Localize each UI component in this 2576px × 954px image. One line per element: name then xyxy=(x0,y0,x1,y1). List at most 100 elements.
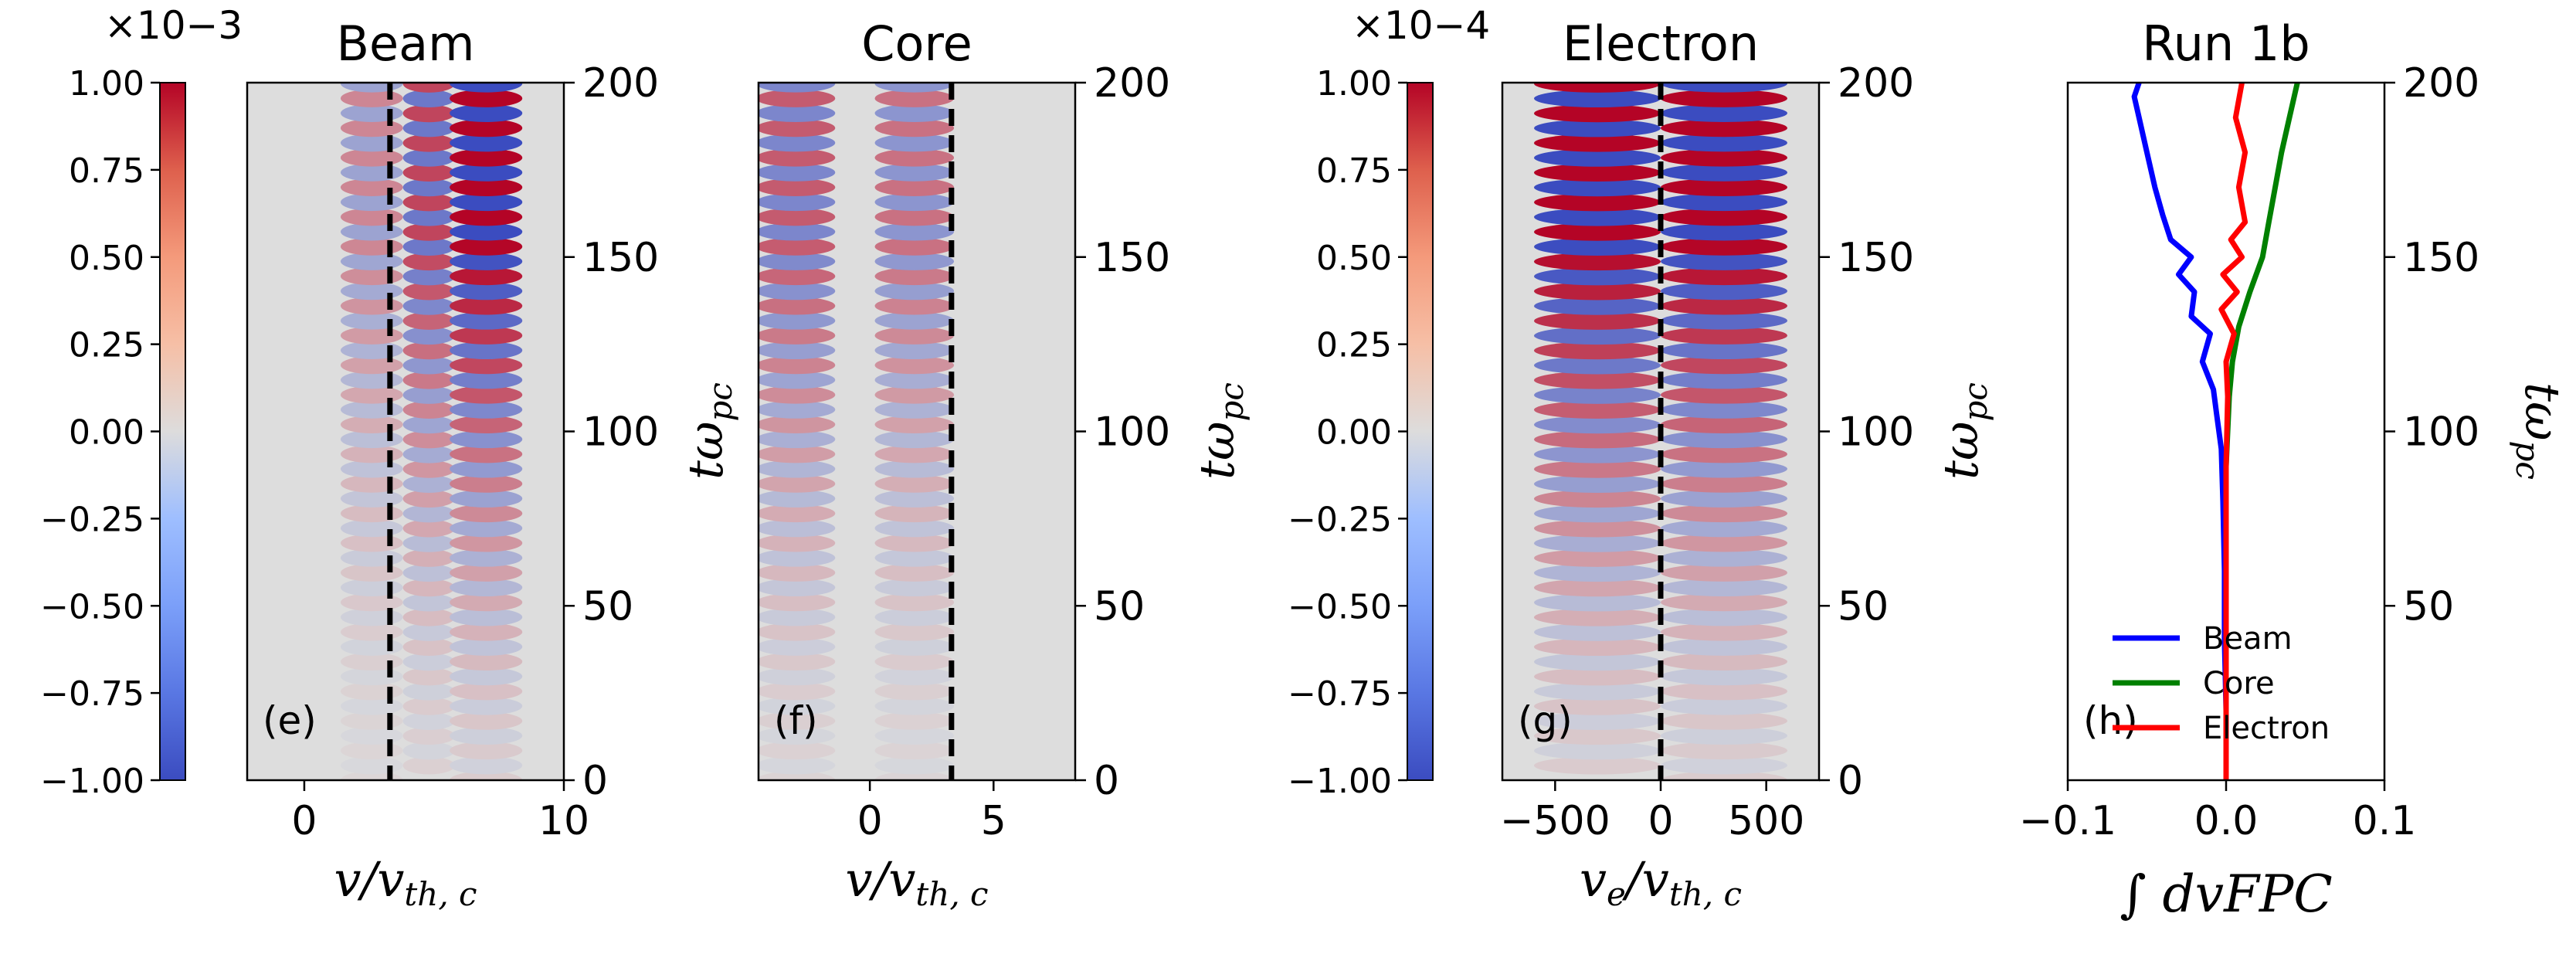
heatmap-cell xyxy=(1661,252,1787,270)
heatmap-cell xyxy=(402,504,455,523)
heatmap-cell xyxy=(450,237,523,256)
heatmap-cell xyxy=(1661,563,1787,582)
heatmap-cell xyxy=(1534,564,1661,582)
y-tick-label: 200 xyxy=(1094,60,1170,107)
y-tick-label: 0 xyxy=(582,758,608,804)
heatmap-cell xyxy=(402,638,455,657)
heatmap-cell xyxy=(874,623,955,641)
heatmap-cell xyxy=(450,208,523,226)
panel-g-electron: Electron (g) −500 0 500 0 50 100 150 200 ve/vt… xyxy=(1500,15,1994,913)
heatmap-cell xyxy=(1661,104,1787,123)
heatmap-cell xyxy=(1534,697,1661,715)
heatmap-cell xyxy=(1534,519,1661,538)
heatmap-cell xyxy=(874,208,955,226)
heatmap-cell xyxy=(402,282,455,300)
heatmap-cell xyxy=(1534,445,1661,463)
heatmap-cell xyxy=(450,326,523,345)
y-tick-label: 100 xyxy=(1094,409,1170,456)
heatmap-cell xyxy=(450,593,523,612)
heatmap-cell xyxy=(450,163,523,182)
heatmap-cell xyxy=(874,178,955,196)
heatmap-cell xyxy=(874,504,955,523)
heatmap-cell xyxy=(1534,208,1661,226)
heatmap-cell xyxy=(402,579,455,597)
heatmap-cell xyxy=(1534,163,1661,182)
heatmap-cell xyxy=(759,548,836,567)
heatmap-cell xyxy=(1534,341,1661,360)
colorbar-tick-label: 0.50 xyxy=(1316,239,1392,278)
heatmap-cell xyxy=(1534,608,1661,626)
heatmap-cell xyxy=(450,267,523,286)
heatmap-cell xyxy=(450,489,523,508)
heatmap-cell xyxy=(402,697,455,715)
colorbar-tick-label: −1.00 xyxy=(40,762,144,801)
heatmap-cell xyxy=(874,326,955,345)
x-tick-label: 0 xyxy=(291,798,317,844)
y-axis-ticks: 0 50 100 150 200 xyxy=(1075,60,1170,804)
heatmap-cell xyxy=(1661,193,1787,212)
heatmap-cell xyxy=(1661,400,1787,419)
y-tick-label: 200 xyxy=(2403,60,2479,107)
heatmap-cell xyxy=(450,341,523,360)
heatmap-cell xyxy=(450,104,523,123)
heatmap-cell xyxy=(759,237,836,256)
colorbar-exponent: ×10−4 xyxy=(1352,3,1490,48)
heatmap-cell xyxy=(1661,445,1787,463)
y-tick-label: 150 xyxy=(582,235,659,281)
heatmap-cell xyxy=(874,593,955,612)
panel-label: (f) xyxy=(774,698,818,743)
panel-h-run1b: Run 1b (h) Beam Core Electron −0.1 0.0 0.1 5… xyxy=(2019,15,2571,924)
heatmap-cell xyxy=(1661,637,1787,656)
heatmap-cell xyxy=(1661,326,1787,345)
heatmap-cell xyxy=(1661,593,1787,612)
heatmap-cell xyxy=(759,119,836,137)
heatmap-stripes xyxy=(1534,83,1787,780)
heatmap-cell xyxy=(1534,400,1661,419)
heatmap-cell xyxy=(1534,356,1661,375)
colorbar-tick-label: 0.75 xyxy=(69,151,144,191)
heatmap-cell xyxy=(1661,697,1787,715)
heatmap-cell xyxy=(450,385,523,404)
heatmap-cell xyxy=(450,652,523,671)
x-tick-label: −500 xyxy=(1500,798,1610,844)
heatmap-cell xyxy=(402,90,455,108)
heatmap-cell xyxy=(402,327,455,345)
heatmap-cell xyxy=(450,756,523,775)
heatmap-cell xyxy=(402,267,455,286)
heatmap-cell xyxy=(402,148,455,167)
heatmap-cell xyxy=(402,711,455,730)
heatmap-cell xyxy=(402,193,455,212)
heatmap-cell xyxy=(1534,134,1661,152)
heatmap-cell xyxy=(450,460,523,478)
heatmap-cell xyxy=(874,519,955,538)
heatmap-cell xyxy=(450,282,523,300)
heatmap-cell xyxy=(759,356,836,375)
heatmap-cell xyxy=(402,356,455,375)
heatmap-cell xyxy=(450,193,523,212)
panel-label: (g) xyxy=(1518,698,1573,743)
heatmap-cell xyxy=(759,282,836,300)
heatmap-cell xyxy=(874,385,955,404)
heatmap-cell xyxy=(759,297,836,315)
heatmap-cell xyxy=(1661,341,1787,360)
x-tick-label: 0.1 xyxy=(2353,798,2417,844)
heatmap-cell xyxy=(402,385,455,404)
heatmap-cell xyxy=(874,563,955,582)
y-tick-label: 150 xyxy=(1838,235,1914,281)
heatmap-cell xyxy=(402,727,455,745)
x-axis-label: ve/vth, c xyxy=(1580,851,1742,913)
heatmap-cell xyxy=(874,534,955,552)
heatmap-cell xyxy=(402,756,455,775)
heatmap-cell xyxy=(1661,163,1787,182)
heatmap-cell xyxy=(402,490,455,508)
heatmap-cell xyxy=(874,667,955,686)
heatmap-cell xyxy=(1661,83,1787,93)
heatmap-cell xyxy=(402,297,455,315)
heatmap-cell xyxy=(1534,504,1661,523)
heatmap-cell xyxy=(874,548,955,567)
heatmap-cell xyxy=(759,534,836,552)
heatmap-cell xyxy=(874,282,955,300)
